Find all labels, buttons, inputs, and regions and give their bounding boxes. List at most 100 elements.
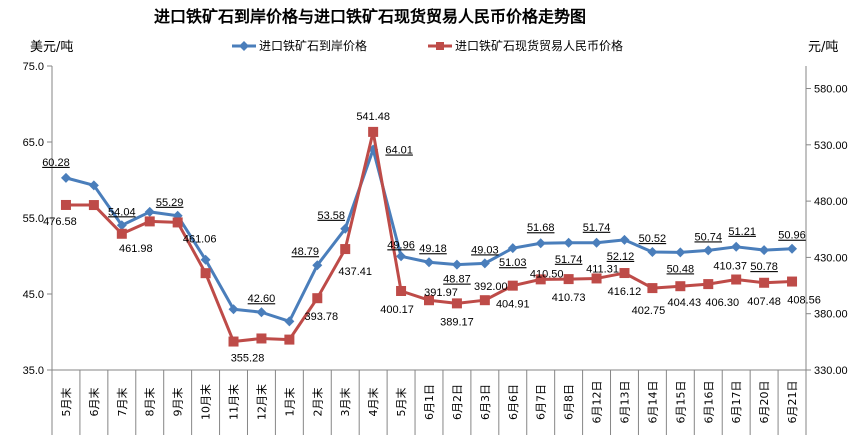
data-point-square bbox=[368, 126, 379, 137]
data-label: 393.78 bbox=[304, 311, 338, 323]
x-tick-label: 8月末 bbox=[143, 388, 157, 417]
data-point-square bbox=[116, 228, 127, 239]
x-tick-label: 6月7日 bbox=[535, 384, 548, 420]
data-label: 392.00 bbox=[474, 281, 508, 293]
data-label: 51.74 bbox=[555, 254, 583, 266]
data-label: 400.17 bbox=[380, 304, 414, 316]
x-tick-label: 6月1日 bbox=[423, 384, 436, 420]
x-tick-label: 2月末 bbox=[310, 388, 324, 417]
data-label: 54.04 bbox=[108, 206, 136, 218]
data-point-square bbox=[228, 336, 239, 347]
data-point-square bbox=[451, 298, 462, 309]
data-point-diamond bbox=[787, 243, 798, 254]
data-point-diamond bbox=[312, 260, 323, 271]
x-tick-label: 6月3日 bbox=[479, 384, 492, 420]
data-point-square bbox=[284, 334, 295, 345]
data-label: 406.30 bbox=[705, 297, 739, 309]
data-point-square bbox=[200, 268, 211, 279]
data-point-diamond bbox=[563, 237, 574, 248]
x-tick-label: 7月末 bbox=[115, 388, 129, 417]
data-point-square bbox=[507, 280, 518, 291]
data-point-square bbox=[479, 295, 490, 306]
data-label: 51.21 bbox=[728, 226, 756, 238]
data-point-diamond bbox=[619, 234, 630, 245]
x-tick-label: 1月末 bbox=[282, 388, 296, 417]
data-label: 55.29 bbox=[156, 197, 184, 209]
data-label: 51.03 bbox=[499, 257, 527, 269]
x-tick-label: 6月16日 bbox=[702, 381, 715, 424]
data-point-diamond bbox=[200, 254, 211, 265]
data-label: 411.31 bbox=[586, 263, 619, 275]
x-tick-label: 5月末 bbox=[394, 388, 408, 417]
data-point-square bbox=[396, 285, 407, 296]
data-point-square bbox=[340, 244, 351, 255]
data-point-square bbox=[144, 216, 155, 227]
x-tick-label: 6月12日 bbox=[591, 381, 604, 424]
data-label: 50.74 bbox=[694, 231, 722, 243]
x-tick-label: 10月末 bbox=[199, 384, 213, 420]
x-tick-label: 6月17日 bbox=[730, 381, 743, 424]
x-tick-label: 3月末 bbox=[338, 388, 352, 417]
legend-label-usd: 进口铁矿石到岸价格 bbox=[259, 38, 367, 53]
x-tick-label: 5月末 bbox=[59, 388, 73, 417]
left-tick-label: 35.0 bbox=[23, 365, 44, 377]
data-point-diamond bbox=[507, 243, 518, 254]
x-tick-label: 6月6日 bbox=[507, 384, 520, 420]
data-label: 402.75 bbox=[632, 305, 666, 317]
data-point-diamond bbox=[759, 245, 770, 256]
x-tick-label: 6月20日 bbox=[758, 381, 771, 424]
data-label: 49.18 bbox=[419, 243, 447, 255]
data-label: 49.96 bbox=[387, 239, 415, 251]
x-tick-label: 11月末 bbox=[227, 384, 241, 420]
data-label: 404.91 bbox=[496, 299, 530, 311]
left-tick-label: 65.0 bbox=[23, 137, 44, 149]
data-label: 50.52 bbox=[639, 233, 667, 245]
data-label: 407.48 bbox=[747, 296, 781, 308]
data-point-diamond bbox=[479, 258, 490, 269]
data-point-diamond bbox=[591, 237, 602, 248]
data-point-square bbox=[591, 273, 602, 284]
data-point-square bbox=[647, 283, 658, 294]
data-label: 50.48 bbox=[667, 263, 695, 275]
x-tick-label: 6月21日 bbox=[786, 381, 799, 424]
x-tick-label: 6月14日 bbox=[646, 381, 659, 424]
data-label: 42.60 bbox=[248, 293, 276, 305]
data-label: 410.37 bbox=[713, 261, 747, 273]
data-label: 51.74 bbox=[583, 222, 611, 234]
legend-diamond-icon bbox=[239, 41, 249, 51]
data-label: 541.48 bbox=[356, 111, 390, 123]
data-label: 48.79 bbox=[292, 246, 320, 258]
data-label: 60.28 bbox=[42, 157, 70, 169]
data-point-diamond bbox=[60, 172, 71, 183]
data-label: 476.58 bbox=[43, 216, 77, 228]
left-tick-label: 75.0 bbox=[23, 61, 44, 73]
data-point-diamond bbox=[647, 247, 658, 258]
data-label: 391.97 bbox=[424, 287, 458, 299]
x-tick-label: 6月15日 bbox=[674, 381, 687, 424]
data-label: 53.58 bbox=[317, 210, 345, 222]
right-tick-label: 580.00 bbox=[814, 84, 848, 96]
chart-title: 进口铁矿石到岸价格与进口铁矿石现货贸易人民币价格走势图 bbox=[154, 7, 586, 26]
data-label: 410.73 bbox=[552, 292, 586, 304]
data-point-diamond bbox=[144, 206, 155, 217]
data-label: 64.01 bbox=[385, 145, 413, 157]
data-label: 404.43 bbox=[668, 297, 702, 309]
legend-square-icon bbox=[436, 42, 444, 50]
right-tick-label: 380.00 bbox=[814, 309, 848, 321]
data-label: 49.03 bbox=[471, 244, 499, 256]
data-point-square bbox=[787, 276, 798, 287]
data-point-diamond bbox=[116, 220, 127, 231]
data-point-diamond bbox=[396, 251, 407, 262]
data-label: 48.87 bbox=[443, 274, 471, 286]
data-point-square bbox=[619, 268, 630, 279]
series-line-cny bbox=[65, 130, 793, 344]
x-tick-label: 9月末 bbox=[171, 388, 185, 417]
data-label: 416.12 bbox=[608, 286, 642, 298]
data-point-diamond bbox=[284, 316, 295, 327]
x-tick-label: 6月8日 bbox=[563, 384, 576, 420]
right-tick-label: 530.00 bbox=[814, 140, 848, 152]
data-label: 52.12 bbox=[607, 251, 635, 263]
data-point-square bbox=[424, 295, 434, 306]
x-tick-label: 6月2日 bbox=[451, 384, 464, 420]
